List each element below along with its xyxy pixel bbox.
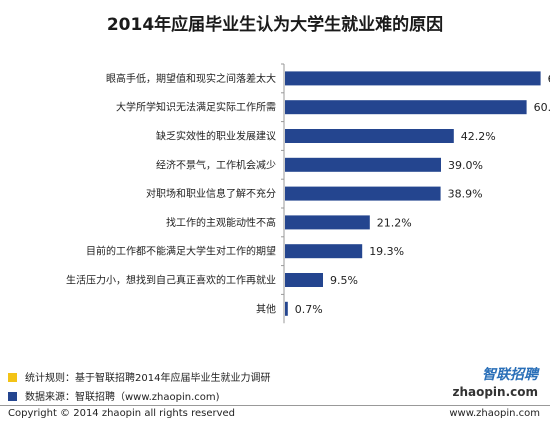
footer-url: www.zhaopin.com: [449, 408, 540, 419]
bar: [285, 129, 454, 143]
bar: [285, 100, 527, 115]
value-label: 60.4%: [534, 101, 550, 114]
footer-divider: [0, 405, 550, 406]
chart-title: 2014年应届毕业生认为大学生就业难的原因: [106, 15, 444, 35]
value-label: 39.0%: [448, 159, 483, 172]
yellow-square-icon: [8, 373, 17, 382]
category-label: 对职场和职业信息了解不充分: [146, 187, 276, 200]
value-label: 21.2%: [377, 216, 412, 229]
bar: [285, 186, 441, 201]
category-label: 其他: [256, 302, 276, 315]
bar: [285, 301, 288, 316]
value-label: 63.9%: [548, 72, 550, 85]
value-label: 0.7%: [295, 303, 323, 316]
bar: [285, 157, 441, 172]
category-label: 缺乏实效性的职业发展建议: [156, 130, 276, 143]
category-label: 目前的工作都不能满足大学生对工作的期望: [86, 245, 276, 258]
category-label: 找工作的主观能动性不高: [166, 216, 276, 229]
value-label: 38.9%: [448, 188, 483, 201]
category-label: 经济不景气，工作机会减少: [156, 158, 276, 171]
statistic-rule-text: 统计规则：基于智联招聘2014年应届毕业生就业力调研: [25, 373, 271, 384]
value-label: 42.2%: [461, 130, 496, 143]
bar-chart: 眼高手低，期望值和现实之间落差太大 63.9% 大学所学知识无法满足实际工作所需 60…: [66, 63, 550, 324]
statistic-rule-note: 统计规则：基于智联招聘2014年应届毕业生就业力调研: [8, 369, 270, 384]
value-label: 19.3%: [369, 245, 404, 258]
data-source-text: 数据来源：智联招聘（www.zhaopin.com): [25, 392, 220, 403]
value-label: 9.5%: [330, 274, 358, 287]
bar: [285, 244, 363, 259]
category-label: 眼高手低，期望值和现实之间落差太大: [106, 72, 276, 85]
bar: [285, 215, 370, 230]
bar: [285, 71, 541, 86]
copyright-text: Copyright © 2014 zhaopin all rights rese…: [8, 408, 236, 419]
logo-english-text: zhaopin.com: [452, 385, 538, 399]
category-label: 大学所学知识无法满足实际工作所需: [116, 101, 276, 114]
zhaopin-logo: 智联招聘 zhaopin.com: [452, 364, 538, 399]
blue-square-icon: [8, 392, 17, 401]
bar: [285, 273, 323, 287]
logo-chinese-text: 智联招聘: [482, 367, 538, 383]
category-label: 生活压力小，想找到自己真正喜欢的工作再就业: [66, 274, 276, 287]
data-source-note: 数据来源：智联招聘（www.zhaopin.com): [8, 388, 220, 403]
